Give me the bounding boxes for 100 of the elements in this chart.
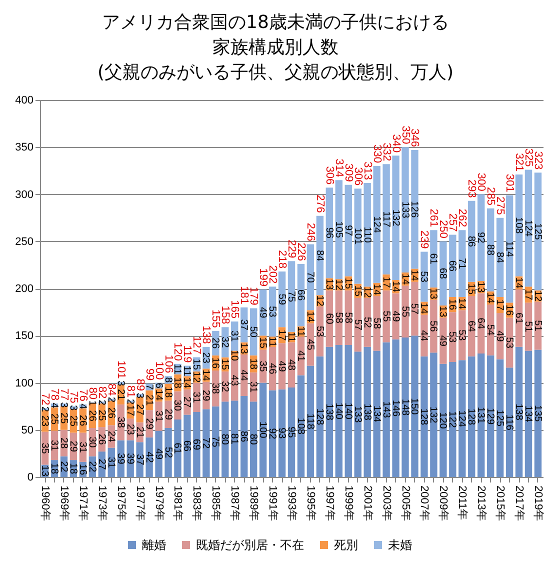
data-label: 31 [152, 410, 164, 422]
data-label: 18 [48, 462, 60, 475]
bar [155, 430, 162, 477]
data-label: 84 [314, 250, 325, 262]
data-label: 27 [181, 396, 192, 408]
bar [364, 298, 371, 347]
bar [486, 355, 494, 477]
data-label: 45 [304, 339, 316, 351]
data-label: 49 [257, 306, 268, 319]
total-label: 275 [494, 196, 506, 215]
data-label: 15 [352, 285, 363, 297]
bar [392, 293, 400, 340]
bar [458, 230, 466, 297]
data-label: 11 [286, 332, 296, 343]
bar [402, 338, 409, 477]
data-label: 138 [323, 404, 334, 421]
data-label: 114 [504, 240, 515, 258]
data-label: 4 [48, 402, 60, 409]
data-label: 17 [380, 276, 392, 288]
data-label: 38 [210, 382, 221, 394]
data-label: 53 [266, 306, 278, 318]
data-label: 31 [76, 442, 88, 454]
bar [440, 318, 447, 364]
bar [430, 230, 438, 288]
data-label: 21 [134, 426, 145, 438]
bar [326, 188, 334, 278]
data-label: 2 [124, 398, 136, 405]
data-label: 61 [172, 442, 183, 454]
data-label: 16 [210, 357, 221, 369]
data-label: 60 [323, 313, 334, 325]
total-label: 229 [286, 240, 298, 258]
bar [392, 339, 400, 477]
data-label: 14 [456, 298, 468, 310]
bar [364, 346, 371, 477]
total-label: 155 [210, 310, 222, 328]
data-label: 150 [408, 398, 420, 416]
data-label: 49 [494, 330, 506, 342]
total-label: 165 [228, 300, 241, 318]
data-label: 57 [352, 319, 363, 331]
data-label: 16 [76, 464, 88, 476]
data-label: 14 [152, 389, 164, 401]
bar [354, 352, 362, 477]
bar [449, 312, 456, 362]
data-label: 110 [361, 226, 372, 244]
data-label: 23 [124, 424, 136, 436]
x-tick-label: 2009年 [437, 486, 450, 521]
bar [524, 170, 532, 287]
data-label: 35 [39, 442, 50, 454]
bar [420, 314, 428, 356]
data-label: 68 [437, 268, 448, 280]
data-label: 22 [58, 461, 69, 473]
data-label: 14 [513, 277, 524, 289]
data-label: 11 [294, 326, 306, 338]
data-label: 13 [39, 465, 50, 477]
data-label: 13 [428, 288, 439, 300]
data-label: 132 [428, 406, 439, 424]
data-label: 124 [456, 410, 468, 428]
data-label: 18 [67, 462, 78, 475]
x-tick-label: 1973年 [96, 486, 108, 521]
x-tick-label: 1977年 [134, 486, 146, 521]
data-label: 29 [200, 390, 212, 402]
data-label: 11 [181, 366, 192, 377]
data-label: 12 [361, 286, 372, 298]
bar [411, 150, 418, 269]
data-label: 31 [228, 330, 240, 342]
total-label: 202 [266, 265, 279, 284]
x-tick-label: 2007年 [418, 486, 430, 521]
y-tick-label: 150 [15, 330, 34, 342]
data-label: 64 [466, 320, 477, 332]
data-label: 17 [124, 404, 136, 417]
y-tick-label: 400 [15, 94, 34, 106]
x-tick-label: 1983年 [190, 486, 203, 521]
data-label: 128 [418, 408, 430, 426]
data-label: 75 [286, 290, 296, 303]
data-label: 38 [114, 416, 126, 428]
data-label: 2 [105, 396, 116, 403]
bar [373, 166, 380, 283]
data-label: 133 [399, 201, 410, 219]
bar [268, 390, 276, 477]
x-tick-label: 2017年 [513, 486, 526, 521]
data-label: 14 [370, 284, 382, 296]
data-label: 22 [86, 461, 98, 473]
bar [449, 234, 456, 297]
data-label: 27 [96, 458, 107, 470]
y-tick-label: 100 [15, 377, 34, 390]
data-label: 58 [370, 318, 382, 330]
bar [373, 350, 380, 477]
data-label: 81 [228, 433, 240, 445]
total-label: 138 [200, 326, 212, 344]
bar [202, 409, 210, 477]
data-label: 96 [323, 227, 334, 239]
total-label: 72 [39, 392, 52, 406]
data-label: 4 [76, 404, 88, 410]
data-label: 51 [522, 321, 534, 333]
data-label: 27 [134, 404, 145, 416]
bar [440, 241, 447, 306]
total-label: 101 [114, 360, 127, 379]
total-label: 239 [418, 230, 430, 249]
data-label: 16 [446, 298, 458, 311]
total-label: 300 [475, 172, 488, 192]
